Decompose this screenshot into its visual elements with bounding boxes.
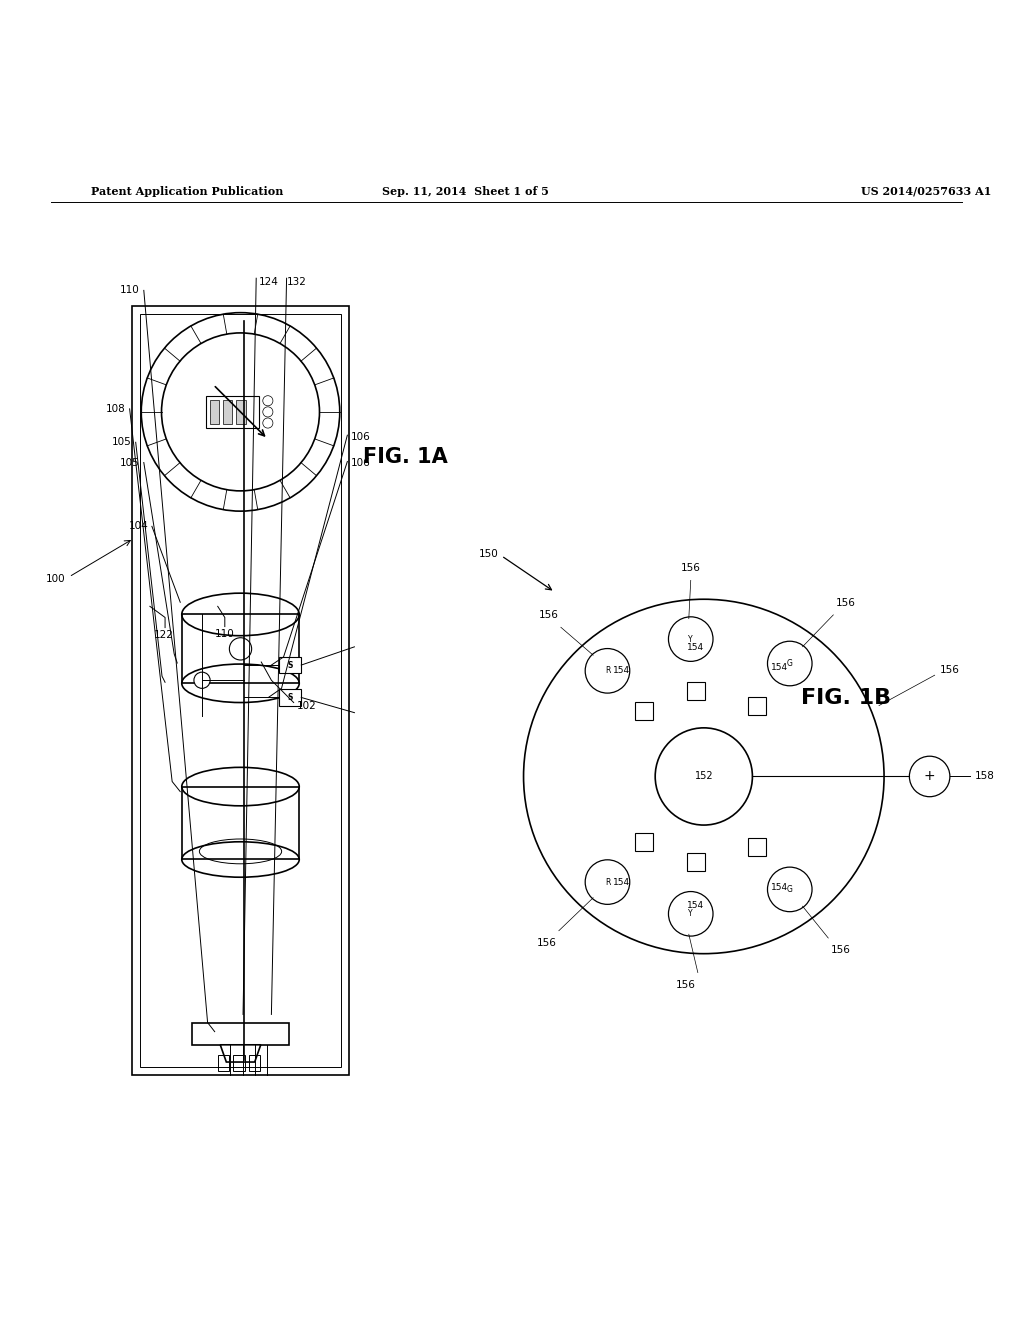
Bar: [635, 702, 653, 719]
Text: S: S: [288, 693, 293, 702]
Text: 158: 158: [975, 771, 995, 781]
Text: US 2014/0257633 A1: US 2014/0257633 A1: [861, 186, 991, 197]
Text: Y: Y: [688, 909, 693, 919]
Bar: [218, 1055, 229, 1071]
Text: Sep. 11, 2014  Sheet 1 of 5: Sep. 11, 2014 Sheet 1 of 5: [382, 186, 549, 197]
Bar: [182, 787, 299, 859]
Text: 154: 154: [771, 883, 788, 892]
Text: 154: 154: [687, 643, 705, 652]
Text: 150: 150: [478, 549, 499, 558]
Circle shape: [229, 638, 252, 660]
Text: 105: 105: [120, 458, 139, 467]
Text: FIG. 1A: FIG. 1A: [362, 447, 447, 467]
Text: 152: 152: [694, 771, 713, 781]
Circle shape: [263, 407, 273, 417]
Text: 108: 108: [105, 404, 126, 414]
Text: 102: 102: [297, 701, 316, 710]
Text: 105: 105: [112, 437, 132, 447]
Text: 104: 104: [129, 521, 148, 532]
Text: 132: 132: [287, 277, 306, 288]
Bar: [635, 833, 653, 851]
Bar: [139, 314, 341, 1067]
Text: 154: 154: [771, 663, 788, 672]
Text: 110: 110: [215, 628, 234, 639]
Text: 156: 156: [940, 665, 959, 675]
Bar: [749, 697, 766, 715]
Text: R: R: [605, 878, 610, 887]
Bar: [223, 400, 232, 424]
Bar: [191, 1023, 289, 1045]
Bar: [749, 838, 766, 855]
Circle shape: [263, 396, 273, 405]
Text: Y: Y: [688, 635, 693, 644]
Text: 110: 110: [120, 285, 139, 296]
Bar: [206, 396, 259, 428]
Text: 156: 156: [539, 610, 559, 620]
Bar: [210, 400, 219, 424]
Bar: [237, 400, 246, 424]
Text: G: G: [786, 659, 793, 668]
Text: S: S: [288, 660, 293, 669]
Text: 154: 154: [613, 878, 630, 887]
Polygon shape: [220, 1045, 261, 1063]
Bar: [686, 853, 705, 871]
Text: Patent Application Publication: Patent Application Publication: [91, 186, 284, 197]
Text: 154: 154: [613, 665, 630, 675]
Text: FIG. 1B: FIG. 1B: [801, 689, 891, 709]
Text: 156: 156: [676, 979, 695, 990]
Circle shape: [194, 672, 210, 688]
Text: 154: 154: [687, 900, 705, 909]
Text: 106: 106: [350, 458, 370, 467]
Text: 106: 106: [350, 432, 370, 442]
Text: 156: 156: [537, 937, 557, 948]
Bar: [279, 689, 301, 706]
Text: 156: 156: [681, 564, 700, 573]
Bar: [132, 305, 349, 1076]
Bar: [182, 614, 299, 684]
Text: R: R: [605, 667, 610, 676]
Circle shape: [263, 418, 273, 428]
Bar: [233, 1055, 245, 1071]
Bar: [279, 657, 301, 673]
Text: 122: 122: [155, 630, 174, 640]
Bar: [686, 682, 705, 700]
Circle shape: [655, 727, 753, 825]
Bar: [249, 1055, 260, 1071]
Text: 100: 100: [46, 574, 66, 583]
Text: G: G: [786, 884, 793, 894]
Text: +: +: [924, 770, 936, 784]
Text: 156: 156: [830, 945, 850, 956]
Text: 156: 156: [836, 598, 855, 607]
Text: 124: 124: [258, 277, 279, 288]
Circle shape: [909, 756, 950, 797]
